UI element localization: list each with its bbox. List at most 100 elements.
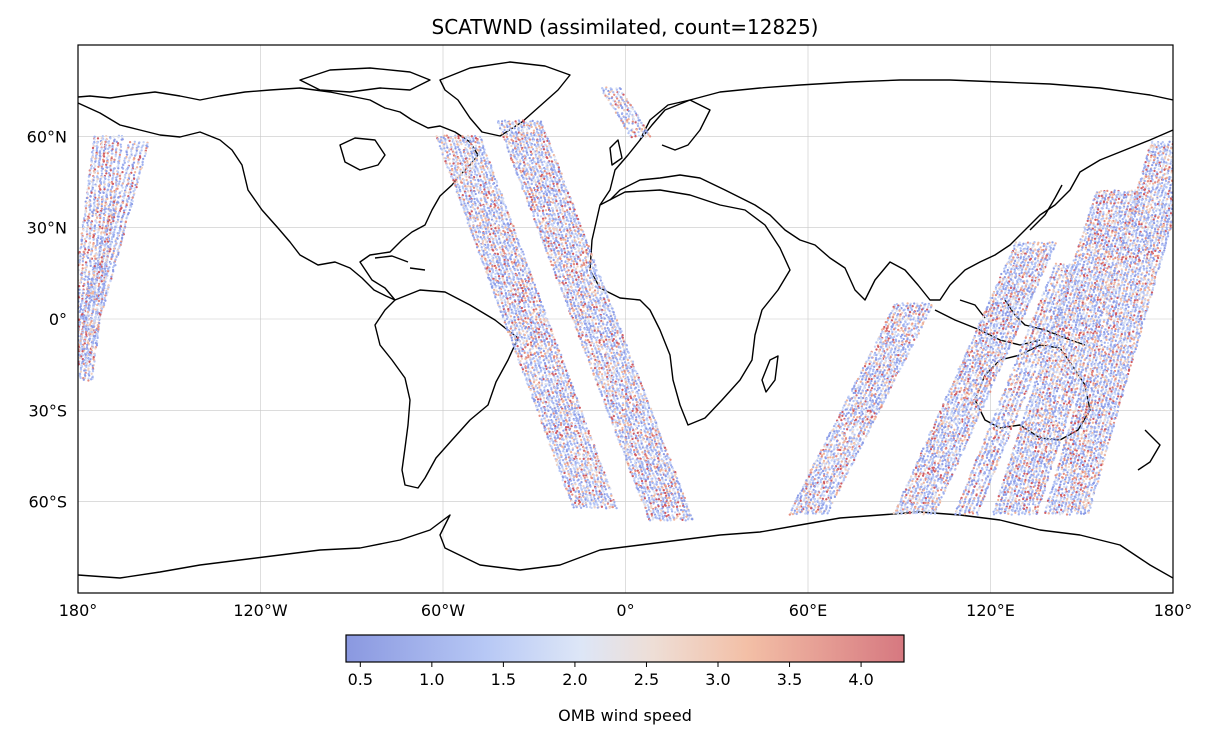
obs-point [443, 147, 446, 150]
obs-point [518, 293, 522, 296]
obs-point [503, 321, 506, 324]
obs-point [86, 221, 89, 224]
obs-point [554, 412, 558, 415]
obs-point [110, 186, 114, 189]
obs-point [496, 261, 500, 264]
obs-point [100, 301, 103, 304]
obs-point [106, 250, 109, 253]
obs-point [557, 369, 560, 372]
obs-point [100, 147, 103, 150]
obs-point [93, 293, 96, 296]
obs-point [492, 230, 496, 233]
obs-point [489, 282, 493, 286]
obs-point [138, 172, 141, 175]
obs-point [609, 487, 612, 490]
obs-point [553, 429, 557, 432]
obs-point [495, 184, 499, 187]
obs-point [93, 354, 96, 357]
obs-point [535, 308, 538, 311]
obs-point [459, 152, 463, 155]
obs-point [457, 166, 460, 169]
obs-point [112, 139, 116, 143]
obs-point [109, 221, 113, 224]
obs-point [560, 361, 564, 364]
obs-point [93, 282, 96, 286]
obs-point [539, 300, 543, 304]
obs-point [575, 439, 579, 443]
obs-point [529, 356, 532, 359]
obs-point [477, 179, 480, 183]
obs-point [94, 347, 97, 350]
obs-point [552, 383, 555, 386]
obs-point [134, 167, 137, 171]
obs-point [105, 238, 109, 241]
chart-title: SCATWND (assimilated, count=12825) [432, 15, 819, 39]
obs-point [582, 492, 585, 495]
obs-point [595, 483, 599, 486]
obs-point [562, 382, 565, 385]
obs-point [80, 362, 84, 365]
obs-point [588, 454, 592, 458]
obs-point [495, 239, 498, 242]
obs-point [564, 407, 567, 410]
obs-point [89, 221, 93, 224]
obs-point [456, 163, 459, 166]
obs-point [83, 305, 87, 308]
obs-point [574, 435, 577, 438]
obs-point [508, 267, 512, 270]
coastline-antarctica [78, 511, 1173, 579]
obs-point [69, 326, 71, 328]
obs-point [516, 249, 520, 253]
obs-point [479, 243, 482, 246]
obs-point [112, 249, 115, 253]
obs-point [447, 167, 450, 170]
obs-point [95, 147, 99, 150]
obs-point [456, 171, 459, 175]
obs-point [469, 176, 472, 179]
obs-point [83, 237, 87, 241]
obs-point [90, 229, 93, 232]
obs-point [577, 471, 580, 475]
obs-point [473, 190, 476, 193]
obs-point [559, 472, 563, 476]
obs-point [72, 345, 74, 347]
obs-point [556, 387, 559, 390]
obs-point [109, 211, 113, 215]
obs-point [93, 300, 96, 304]
obs-point [80, 274, 83, 277]
obs-point [551, 391, 555, 395]
obs-point [547, 427, 550, 430]
obs-point [82, 378, 85, 381]
obs-point [71, 354, 73, 356]
obs-point [72, 311, 74, 313]
obs-point [69, 370, 71, 372]
obs-point [511, 262, 514, 265]
obs-point [454, 175, 458, 178]
obs-point [494, 277, 497, 280]
obs-point [101, 267, 104, 270]
obs-point [74, 356, 76, 358]
obs-point [112, 247, 116, 250]
obs-point [78, 261, 81, 264]
obs-point [524, 346, 527, 349]
obs-point [474, 240, 477, 243]
obs-point [576, 446, 579, 449]
obs-point [520, 248, 523, 251]
obs-point [489, 186, 493, 189]
obs-point [92, 271, 95, 275]
obs-point [496, 191, 499, 195]
obs-point [121, 167, 125, 170]
obs-point [528, 367, 531, 370]
obs-point [596, 478, 599, 481]
obs-point [93, 229, 96, 233]
obs-point [78, 356, 82, 360]
obs-point [103, 296, 106, 300]
obs-point [485, 173, 489, 177]
obs-point [79, 247, 82, 250]
obs-point [511, 329, 514, 332]
obs-point [74, 358, 76, 360]
obs-point [542, 422, 545, 425]
obs-point [85, 333, 88, 336]
obs-point [501, 263, 504, 267]
